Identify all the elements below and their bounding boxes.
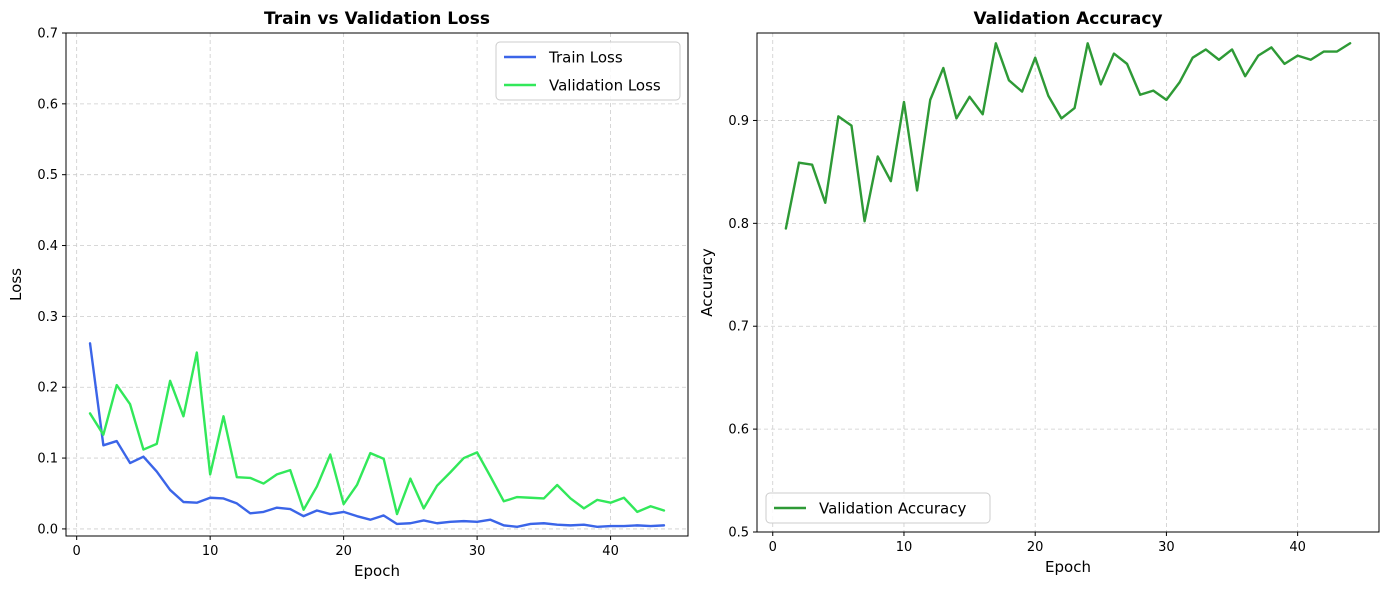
accuracy-chart: 0 10 20 30 40 0.5 0.6 0.7 0.8 0.9 Validation Accur… [698,9,1380,576]
series-line-validation-loss [88,351,666,516]
legend-box [495,41,681,101]
chart-title: Train vs Validation Loss [264,9,490,29]
y-tick-label: 0.4 [37,239,58,254]
legend-label: Train Loss [548,49,623,67]
series-line-validation-accuracy [784,42,1352,230]
legend-box [765,492,991,524]
x-tick-label: 30 [469,544,486,559]
x-tick-label: 10 [896,540,913,555]
x-tick-label: 40 [602,544,619,559]
x-tick-label: 30 [1158,540,1175,555]
y-axis-label: Loss [7,268,25,301]
y-tick-label: 0.0 [37,522,58,537]
y-tick-label: 0.6 [728,423,749,438]
y-tick-label: 0.7 [728,320,749,335]
x-tick-label: 40 [1289,540,1306,555]
x-tick-label: 20 [1027,540,1044,555]
y-tick-label: 0.3 [37,310,58,325]
plot-frame [756,32,1380,533]
x-tick-label: 0 [769,540,777,555]
y-tick-label: 0.6 [37,97,58,112]
y-tick-label: 0.2 [37,381,58,396]
series-line-train-loss [88,342,666,528]
plot-frame [65,32,689,537]
x-tick-label: 20 [335,544,352,559]
y-tick-label: 0.9 [728,114,749,129]
y-tick-label: 0.1 [37,452,58,467]
y-tick-label: 0.5 [728,526,749,541]
legend: Train Loss Validation Loss [495,41,681,101]
x-axis-label: Epoch [1045,558,1091,576]
x-axis-label: Epoch [354,562,400,580]
y-tick-label: 0.8 [728,217,749,232]
x-tick-label: 10 [202,544,219,559]
y-axis-label: Accuracy [698,248,716,317]
y-tick-label: 0.5 [37,168,58,183]
legend-label: Validation Loss [549,77,661,95]
y-tick-label: 0.7 [37,27,58,42]
chart-title: Validation Accuracy [973,9,1162,29]
legend: Validation Accuracy [765,492,991,524]
loss-chart: 0 10 20 30 40 0.0 0.1 0.2 0.3 0.4 0.5 0.6 0.7 Train v… [7,9,689,580]
x-tick-label: 0 [73,544,81,559]
legend-label: Validation Accuracy [819,500,966,518]
